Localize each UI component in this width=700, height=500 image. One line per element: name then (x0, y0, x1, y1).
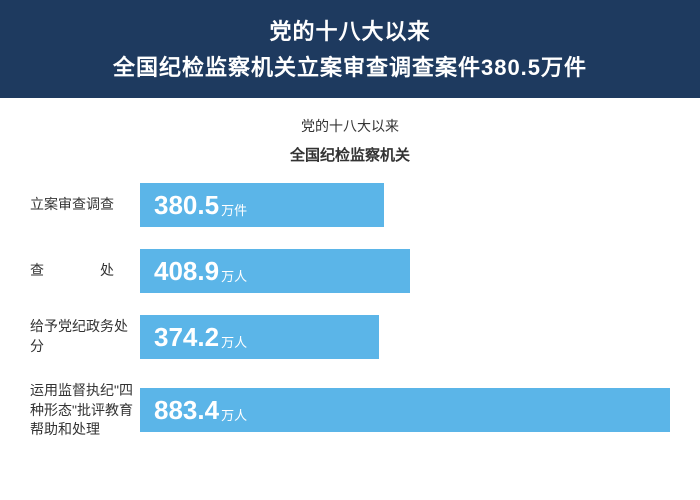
bar-container: 883.4万人 (140, 388, 670, 432)
bar-unit: 万人 (221, 397, 247, 424)
bar-value: 380.5 (154, 183, 219, 227)
bar-value: 374.2 (154, 315, 219, 359)
bar-chart: 立案审查调查380.5万件查 处408.9万人给予党纪政务处分374.2万人运用… (0, 173, 700, 440)
bar-container: 408.9万人 (140, 249, 670, 293)
bar: 380.5万件 (140, 183, 384, 227)
header-title-line2: 全国纪检监察机关立案审查调查案件380.5万件 (20, 50, 680, 82)
subtitle-line1: 党的十八大以来 (0, 116, 700, 136)
bar-row: 给予党纪政务处分374.2万人 (30, 315, 670, 359)
bar-label: 给予党纪政务处分 (30, 317, 140, 356)
bar: 408.9万人 (140, 249, 410, 293)
header-title-line1: 党的十八大以来 (20, 14, 680, 46)
header-banner: 党的十八大以来 全国纪检监察机关立案审查调查案件380.5万件 (0, 0, 700, 98)
bar-unit: 万人 (221, 258, 247, 285)
bar: 883.4万人 (140, 388, 670, 432)
bar-row: 立案审查调查380.5万件 (30, 183, 670, 227)
subtitle-area: 党的十八大以来 全国纪检监察机关 (0, 98, 700, 173)
subtitle-line2: 全国纪检监察机关 (0, 144, 700, 165)
bar-value: 408.9 (154, 249, 219, 293)
bar-row: 运用监督执纪"四种形态"批评教育帮助和处理883.4万人 (30, 381, 670, 440)
bar-label: 查 处 (30, 261, 140, 281)
bar-value: 883.4 (154, 388, 219, 432)
bar-label: 立案审查调查 (30, 195, 140, 215)
bar-container: 374.2万人 (140, 315, 670, 359)
bar-row: 查 处408.9万人 (30, 249, 670, 293)
bar: 374.2万人 (140, 315, 379, 359)
bar-label: 运用监督执纪"四种形态"批评教育帮助和处理 (30, 381, 140, 440)
bar-unit: 万人 (221, 324, 247, 351)
bar-container: 380.5万件 (140, 183, 670, 227)
bar-unit: 万件 (221, 192, 247, 219)
